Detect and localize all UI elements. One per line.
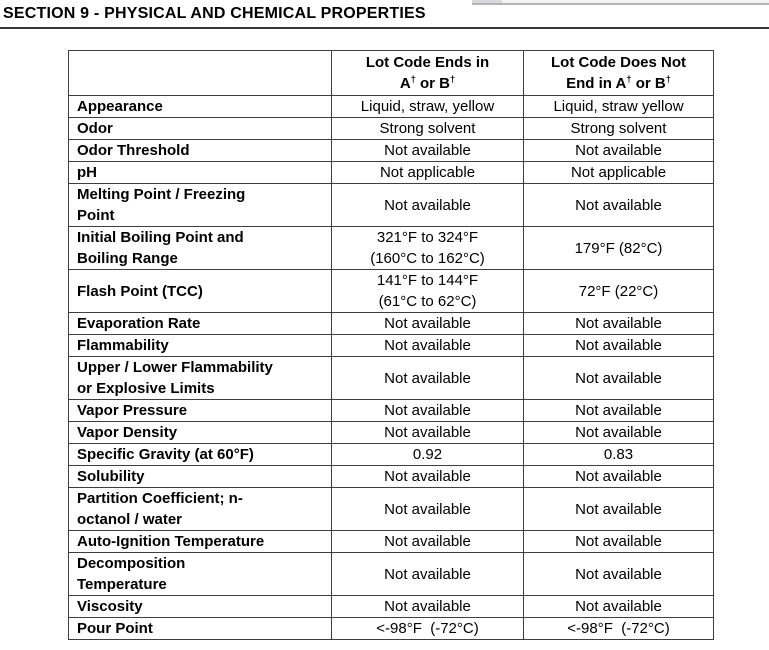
value-lot-b: Strong solvent [523, 117, 714, 140]
value-lot-b: Not available [523, 530, 714, 553]
property-name: Odor Threshold [68, 139, 332, 162]
value-lot-b: 0.83 [523, 443, 714, 466]
table-row: Pour Point <-98°F (-72°C) <-98°F (-72°C) [68, 617, 714, 640]
property-name: Vapor Pressure [68, 399, 332, 422]
property-name: pH [68, 161, 332, 184]
value-lot-a: Not available [331, 487, 524, 531]
physical-chemical-properties-table: Lot Code Ends in A† or B† Lot Code Does No… [68, 50, 714, 640]
property-name: Evaporation Rate [68, 312, 332, 335]
table-row: Odor Threshold Not available Not available [68, 139, 714, 162]
value-lot-b: Not available [523, 421, 714, 444]
value-lot-b: Not available [523, 399, 714, 422]
value-lot-b: Not applicable [523, 161, 714, 184]
table-row: Partition Coefficient; n-octanol / water… [68, 487, 714, 531]
value-lot-a: Not available [331, 183, 524, 227]
property-name: Appearance [68, 95, 332, 118]
value-lot-b: <-98°F (-72°C) [523, 617, 714, 640]
value-lot-b: 72°F (22°C) [523, 269, 714, 313]
value-lot-a: Not available [331, 595, 524, 618]
section-title: SECTION 9 - PHYSICAL AND CHEMICAL PROPER… [0, 0, 769, 29]
property-name: Specific Gravity (at 60°F) [68, 443, 332, 466]
property-name: Vapor Density [68, 421, 332, 444]
table-row: Specific Gravity (at 60°F) 0.92 0.83 [68, 443, 714, 466]
value-lot-a: Not available [331, 421, 524, 444]
value-lot-b: Not available [523, 312, 714, 335]
property-name: Upper / Lower Flammability or Explosive L… [68, 356, 332, 400]
column-header: Lot Code Ends in A† or B† [331, 50, 524, 96]
property-name: Initial Boiling Point and Boiling Range [68, 226, 332, 270]
value-lot-b: Not available [523, 552, 714, 596]
value-lot-b: Not available [523, 487, 714, 531]
table-body: Appearance Liquid, straw, yellow Liquid, s… [68, 95, 714, 640]
value-lot-b: Not available [523, 595, 714, 618]
property-name: Decomposition Temperature [68, 552, 332, 596]
table-row: Melting Point / Freezing Point Not availab… [68, 183, 714, 227]
window-edge-strip [502, 0, 769, 3]
table-header-row: Lot Code Ends in A† or B† Lot Code Does No… [68, 50, 714, 96]
value-lot-b: Not available [523, 356, 714, 400]
column-header: Lot Code Does Not End in A† or B† [523, 50, 714, 96]
value-lot-a: Not available [331, 312, 524, 335]
property-name: Partition Coefficient; n-octanol / water [68, 487, 332, 531]
table-row: Flash Point (TCC) 141°F to 144°F (61°C to … [68, 269, 714, 313]
table-row: Odor Strong solvent Strong solvent [68, 117, 714, 140]
table-row: Upper / Lower Flammability or Explosive L… [68, 356, 714, 400]
value-lot-a: Not applicable [331, 161, 524, 184]
corner-cell [68, 50, 332, 96]
value-lot-b: Not available [523, 334, 714, 357]
value-lot-a: 321°F to 324°F (160°C to 162°C) [331, 226, 524, 270]
table-row: Initial Boiling Point and Boiling Range 32… [68, 226, 714, 270]
property-name: Odor [68, 117, 332, 140]
table-row: Decomposition Temperature Not available Not… [68, 552, 714, 596]
table-row: Solubility Not available Not available [68, 465, 714, 488]
value-lot-b: Liquid, straw yellow [523, 95, 714, 118]
table-row: pH Not applicable Not applicable [68, 161, 714, 184]
property-name: Pour Point [68, 617, 332, 640]
property-name: Melting Point / Freezing Point [68, 183, 332, 227]
property-name: Flammability [68, 334, 332, 357]
value-lot-a: Not available [331, 530, 524, 553]
table-row: Viscosity Not available Not available [68, 595, 714, 618]
value-lot-a: Not available [331, 139, 524, 162]
window-edge-line [472, 3, 769, 5]
value-lot-a: Not available [331, 552, 524, 596]
table-row: Vapor Pressure Not available Not available [68, 399, 714, 422]
value-lot-a: Not available [331, 334, 524, 357]
table-row: Evaporation Rate Not available Not availab… [68, 312, 714, 335]
value-lot-a: Strong solvent [331, 117, 524, 140]
value-lot-b: Not available [523, 465, 714, 488]
value-lot-a: Not available [331, 356, 524, 400]
value-lot-a: 141°F to 144°F (61°C to 62°C) [331, 269, 524, 313]
value-lot-b: 179°F (82°C) [523, 226, 714, 270]
value-lot-b: Not available [523, 183, 714, 227]
value-lot-a: 0.92 [331, 443, 524, 466]
property-name: Flash Point (TCC) [68, 269, 332, 313]
table-row: Auto-Ignition Temperature Not available No… [68, 530, 714, 553]
property-name: Viscosity [68, 595, 332, 618]
property-name: Solubility [68, 465, 332, 488]
window-edge-artifact [472, 0, 502, 4]
value-lot-a: Liquid, straw, yellow [331, 95, 524, 118]
table-row: Vapor Density Not available Not available [68, 421, 714, 444]
value-lot-a: Not available [331, 399, 524, 422]
property-name: Auto-Ignition Temperature [68, 530, 332, 553]
value-lot-a: <-98°F (-72°C) [331, 617, 524, 640]
value-lot-b: Not available [523, 139, 714, 162]
table-row: Appearance Liquid, straw, yellow Liquid, s… [68, 95, 714, 118]
table-row: Flammability Not available Not available [68, 334, 714, 357]
value-lot-a: Not available [331, 465, 524, 488]
